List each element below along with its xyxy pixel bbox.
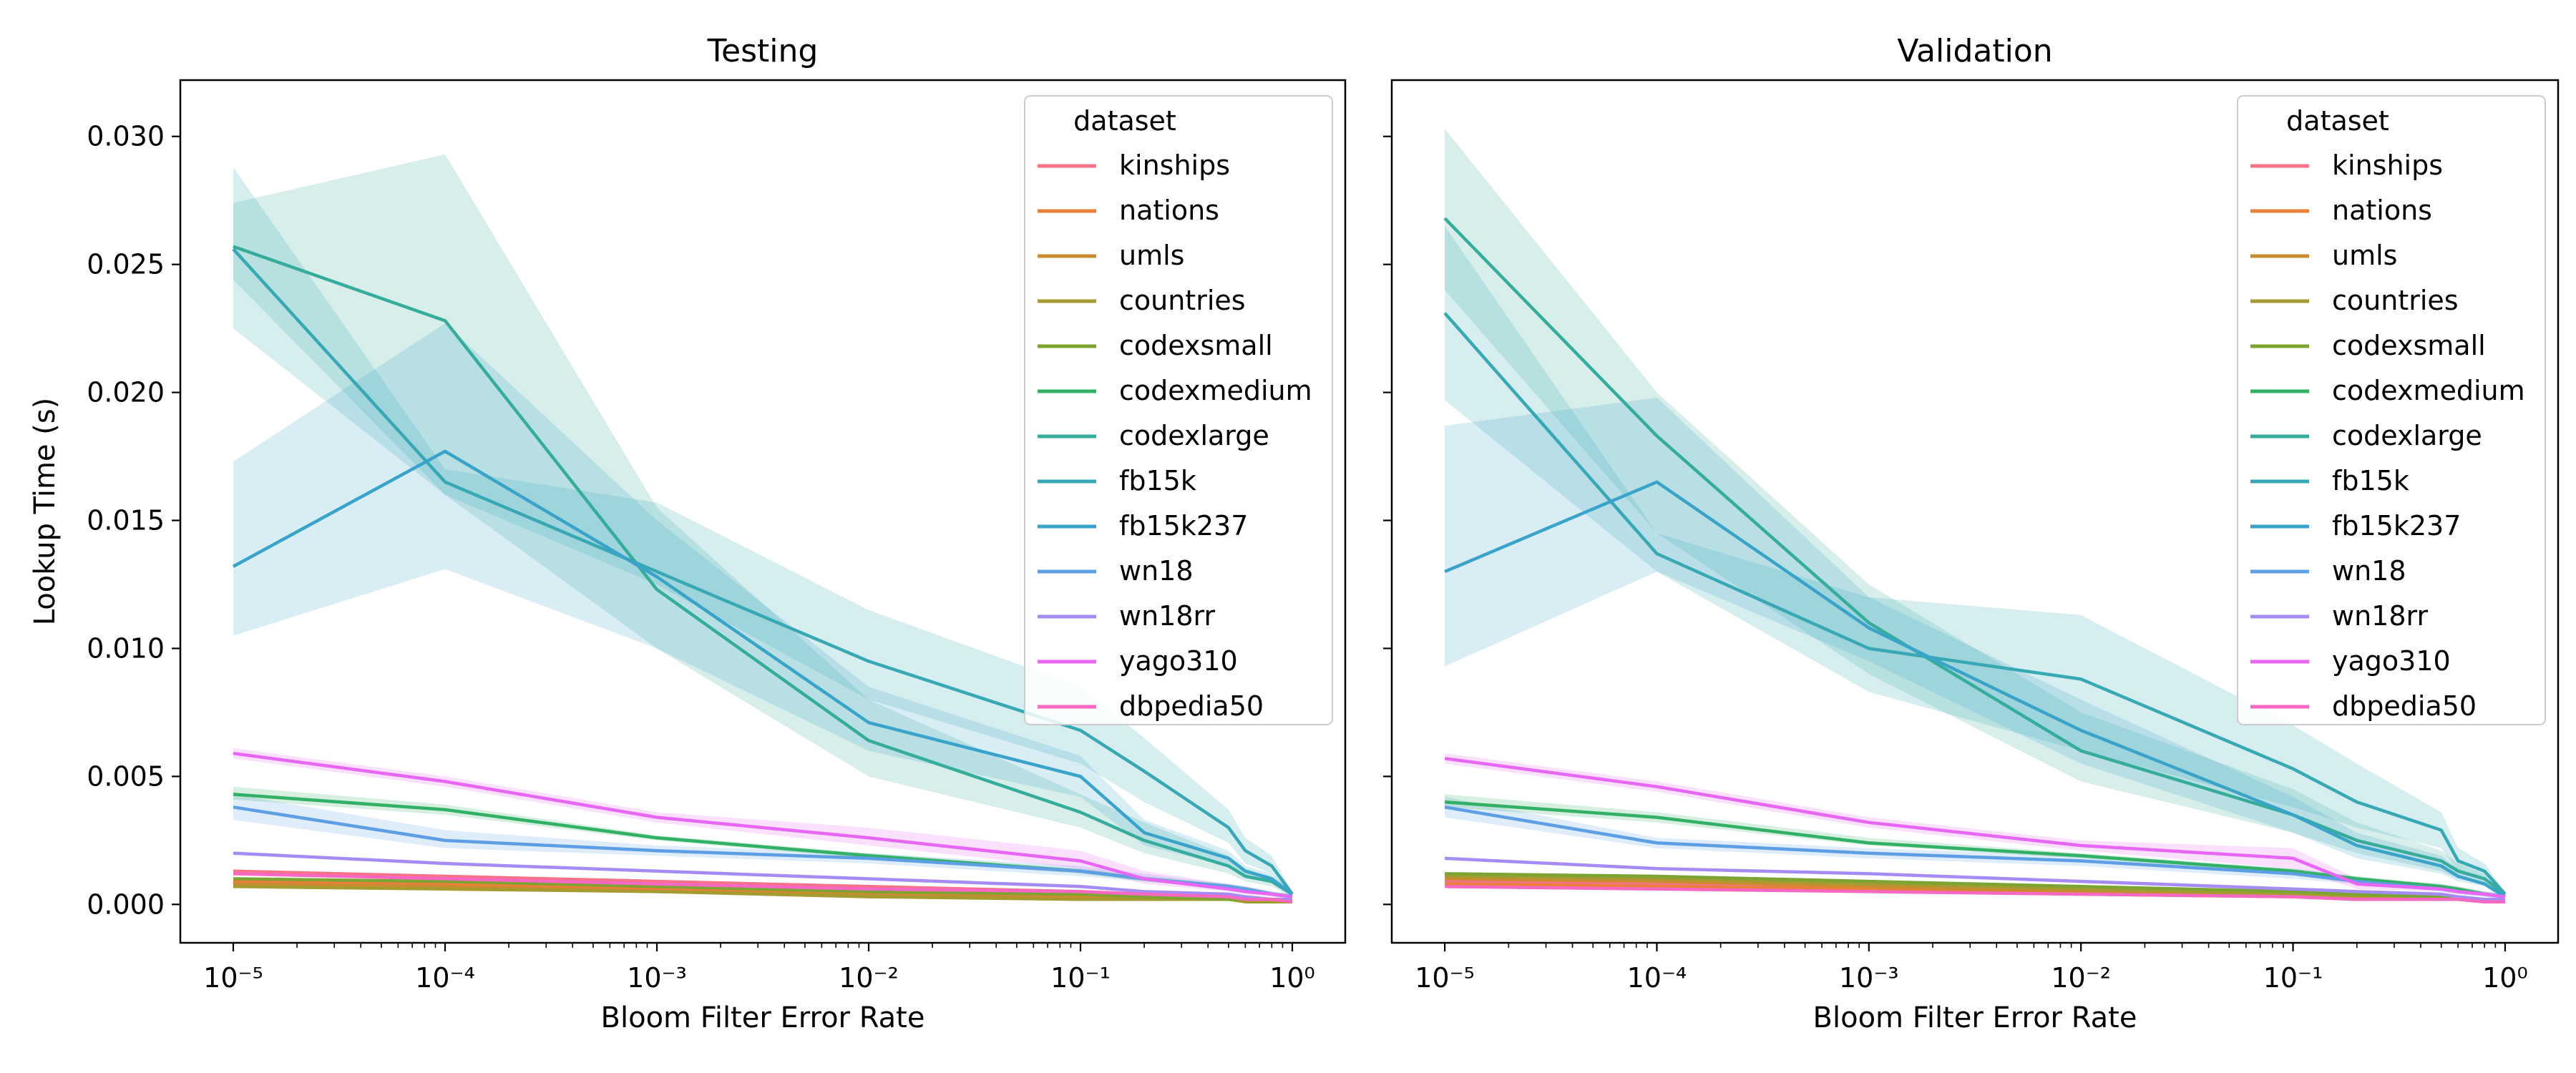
legend-entry-wn18rr: wn18rr xyxy=(1119,600,1215,632)
legend-box xyxy=(1024,95,1333,725)
y-tick-label: 0.010 xyxy=(87,632,165,664)
x-axis-label: Bloom Filter Error Rate xyxy=(1813,1001,2137,1034)
chart-panel-0: Testing 10⁻⁵ 10⁻⁴ 10⁻³ 10⁻² 10⁻¹ 10⁰ Bloom Filt… xyxy=(29,33,1347,1034)
legend-entry-wn18: wn18 xyxy=(2332,555,2406,587)
series-line-yago310 xyxy=(233,751,1293,898)
series-line-codexlarge xyxy=(1443,217,2507,896)
legend: dataset kinships nations umls countries codex… xyxy=(1024,95,1333,725)
band-codexlarge xyxy=(1445,129,2505,897)
y-axis xyxy=(1383,135,1392,906)
series-line-fb15k xyxy=(232,248,1294,896)
legend-title: dataset xyxy=(2286,105,2389,137)
chart-panel-1: Validation 10⁻⁵ 10⁻⁴ 10⁻³ 10⁻² 10⁻¹ 10⁰ Bloom F… xyxy=(1383,33,2560,1034)
y-tick-label: 0.015 xyxy=(87,505,165,536)
legend-entry-codexlarge: codexlarge xyxy=(1119,420,1269,451)
legend-entry-codexlarge: codexlarge xyxy=(2332,420,2482,451)
legend-entry-umls: umls xyxy=(2332,240,2397,271)
axes-frame xyxy=(179,79,1347,944)
x-axis: 10⁻⁵ 10⁻⁴ 10⁻³ 10⁻² 10⁻¹ 10⁰ xyxy=(203,943,1315,994)
legend-entry-nations: nations xyxy=(2332,195,2432,226)
x-tick-label: 10⁻³ xyxy=(1839,962,1899,994)
legend-entry-kinships: kinships xyxy=(1119,150,1230,181)
x-tick-label: 10⁰ xyxy=(2482,962,2528,994)
x-tick-label: 10⁻¹ xyxy=(2263,962,2323,994)
y-tick-label: 0.025 xyxy=(87,249,165,280)
series-line-dbpedia50 xyxy=(233,872,1293,903)
y-tick-label: 0.030 xyxy=(87,121,165,152)
y-tick-label: 0.000 xyxy=(87,888,165,920)
legend-entry-codexmedium: codexmedium xyxy=(1119,375,1312,406)
x-tick-label: 10⁻⁵ xyxy=(1415,962,1475,994)
series-line-codexlarge xyxy=(233,245,1294,896)
legend-entry-fb15k: fb15k xyxy=(1119,465,1196,496)
legend-entry-nations: nations xyxy=(1119,195,1219,226)
series-lines xyxy=(1443,217,2507,903)
y-tick-label: 0.020 xyxy=(87,377,165,408)
x-tick-label: 10⁻⁵ xyxy=(203,962,263,994)
band-fb15k xyxy=(1445,226,2505,897)
x-tick-label: 10⁻² xyxy=(2051,962,2111,994)
band-wn18 xyxy=(1445,797,2505,900)
panel-title: Validation xyxy=(1897,33,2052,69)
y-tick-label: 0.005 xyxy=(87,760,165,792)
band-codexlarge xyxy=(233,154,1292,897)
legend-entry-countries: countries xyxy=(2332,285,2459,316)
x-axis: 10⁻⁵ 10⁻⁴ 10⁻³ 10⁻² 10⁻¹ 10⁰ xyxy=(1415,943,2528,994)
series-line-countries xyxy=(233,885,1292,903)
x-tick-label: 10⁻¹ xyxy=(1050,962,1111,994)
y-axis-label: Lookup Time (s) xyxy=(29,398,62,626)
legend: dataset kinships nations umls countries codex… xyxy=(2237,95,2546,725)
band-fb15k237 xyxy=(233,323,1292,897)
series-line-wn18rr xyxy=(1444,856,2505,901)
legend-box xyxy=(2237,95,2546,725)
legend-entry-codexmedium: codexmedium xyxy=(2332,375,2525,406)
legend-entry-dbpedia50: dbpedia50 xyxy=(2332,690,2477,722)
series-line-yago310 xyxy=(1444,757,2506,898)
band-codexmedium xyxy=(1445,794,2505,897)
x-axis-label: Bloom Filter Error Rate xyxy=(601,1001,925,1034)
series-line-fb15k xyxy=(1443,312,2507,896)
x-tick-label: 10⁻⁴ xyxy=(1627,962,1687,994)
x-tick-label: 10⁻² xyxy=(839,962,899,994)
series-lines xyxy=(232,245,1294,903)
band-yago310 xyxy=(233,748,1292,900)
legend-entry-wn18rr: wn18rr xyxy=(2332,600,2428,632)
x-tick-label: 10⁻⁴ xyxy=(415,962,475,994)
band-fb15k237 xyxy=(1445,397,2505,900)
legend-entry-fb15k237: fb15k237 xyxy=(1119,510,1248,542)
series-line-dbpedia50 xyxy=(1445,885,2505,903)
legend-title: dataset xyxy=(1073,105,1176,137)
band-wn18 xyxy=(233,794,1292,900)
legend-entry-yago310: yago310 xyxy=(2332,645,2451,677)
legend-entry-dbpedia50: dbpedia50 xyxy=(1119,690,1264,722)
confidence-bands xyxy=(1445,129,2505,900)
legend-entry-yago310: yago310 xyxy=(1119,645,1238,677)
legend-entry-kinships: kinships xyxy=(2332,150,2443,181)
band-yago310 xyxy=(1445,753,2505,900)
legend-entry-umls: umls xyxy=(1119,240,1184,271)
legend-entry-fb15k237: fb15k237 xyxy=(2332,510,2461,542)
series-line-fb15k237 xyxy=(232,449,1294,896)
series-line-fb15k237 xyxy=(1444,480,2507,898)
legend-entry-countries: countries xyxy=(1119,285,1246,316)
legend-entry-wn18: wn18 xyxy=(1119,555,1194,587)
x-tick-label: 10⁻³ xyxy=(627,962,687,994)
x-tick-label: 10⁰ xyxy=(1269,962,1315,994)
legend-entry-fb15k: fb15k xyxy=(2332,465,2409,496)
legend-entry-codexsmall: codexsmall xyxy=(1119,330,1273,361)
panel-title: Testing xyxy=(707,33,819,69)
y-axis: 0.000 0.005 0.010 0.015 0.020 0.025 0.030 xyxy=(87,121,180,920)
axes-frame xyxy=(1390,79,2560,944)
legend-entry-codexsmall: codexsmall xyxy=(2332,330,2486,361)
